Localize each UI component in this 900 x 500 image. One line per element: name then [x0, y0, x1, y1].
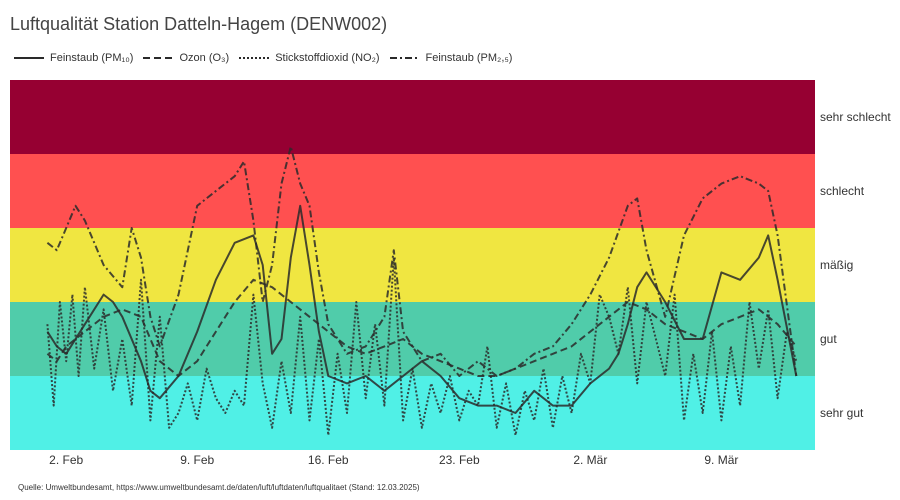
series-line-3 [46, 145, 798, 377]
x-tick-label: 16. Feb [308, 453, 349, 467]
band-label: sehr gut [820, 406, 864, 420]
band-schlecht [10, 154, 815, 228]
band-sehr-gut [10, 376, 815, 450]
band-label: schlecht [820, 184, 865, 198]
legend-label-ozon: Ozon (O₃) [179, 52, 230, 64]
band-label: sehr schlecht [820, 110, 891, 124]
legend-item-pm10: Feinstaub (PM₁₀) [14, 52, 133, 64]
chart-plot: sehr gut gut mäßig schlecht sehr schlecht 2. … [10, 80, 891, 467]
legend-label-no2: Stickstoffdioxid (NO₂) [275, 52, 380, 64]
band-gut [10, 302, 815, 376]
band-mäßig [10, 228, 815, 302]
chart-legend: Feinstaub (PM₁₀) Ozon (O₃) Stickstoffdio… [14, 50, 522, 66]
legend-item-no2: Stickstoffdioxid (NO₂) [239, 52, 380, 64]
legend-swatch-dashed [143, 57, 174, 59]
legend-item-pm25: Feinstaub (PM₂,₅) [389, 52, 513, 64]
legend-swatch-dashdot [389, 57, 420, 59]
band-label: gut [820, 332, 837, 346]
legend-label-pm10: Feinstaub (PM₁₀) [50, 52, 134, 64]
x-tick-label: 2. Feb [49, 453, 83, 467]
x-tick-label: 9. Feb [180, 453, 214, 467]
x-tick-label: 9. Mär [704, 453, 738, 467]
x-tick-label: 2. Mär [573, 453, 607, 467]
legend-swatch-dotted [239, 57, 270, 59]
source-note: Quelle: Umweltbundesamt, https://www.umw… [18, 483, 420, 492]
x-tick-label: 23. Feb [439, 453, 480, 467]
series-line-1 [46, 278, 798, 377]
band-sehr-schlecht [10, 80, 815, 154]
legend-swatch-solid [14, 57, 44, 59]
band-label: mäßig [820, 258, 853, 272]
legend-item-ozon: Ozon (O₃) [143, 52, 229, 64]
chart-title: Luftqualität Station Datteln-Hagem (DENW… [10, 14, 388, 34]
legend-label-pm25: Feinstaub (PM₂,₅) [425, 52, 513, 64]
series-line-2 [46, 256, 798, 437]
